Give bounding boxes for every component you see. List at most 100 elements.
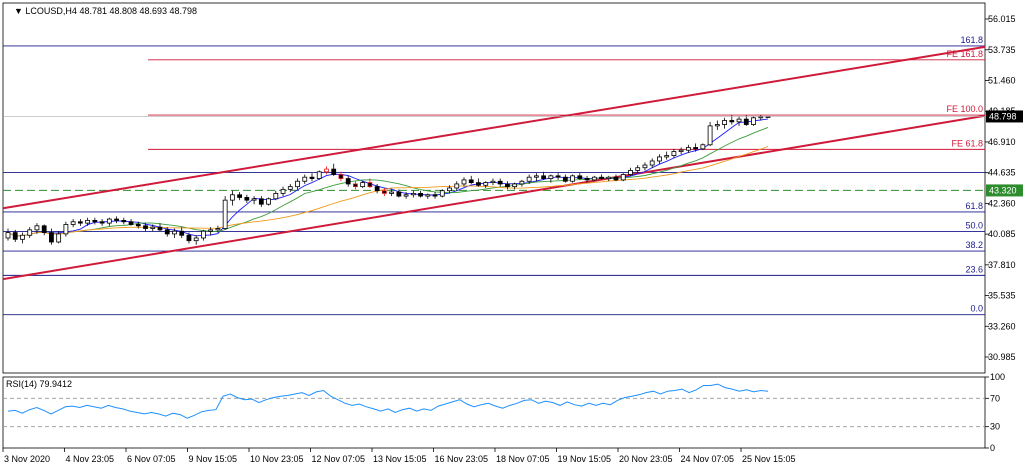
time-tick-label: 19 Nov 15:05 xyxy=(558,454,612,464)
candle-body xyxy=(150,226,156,229)
candle-body xyxy=(273,193,279,200)
candle-body xyxy=(309,176,315,179)
candle-body xyxy=(439,190,445,197)
candle-body xyxy=(758,116,764,119)
candle-body xyxy=(70,221,76,225)
candle-body xyxy=(128,221,134,225)
time-tick-label: 12 Nov 07:05 xyxy=(312,454,366,464)
candle-body xyxy=(613,176,619,181)
time-tick-label: 24 Nov 07:05 xyxy=(681,454,735,464)
rsi-panel: 100 70 30 0 xyxy=(2,372,1005,453)
candle-body xyxy=(258,198,264,205)
candle-body xyxy=(99,221,105,224)
candle-body xyxy=(447,187,452,192)
dropdown-arrow-icon[interactable]: ▼ xyxy=(14,6,25,16)
candle-body xyxy=(367,182,373,188)
candle-body xyxy=(570,175,575,182)
candle-body xyxy=(555,175,561,178)
candle-body xyxy=(186,234,192,242)
candle-body xyxy=(591,176,597,181)
time-tick-label: 20 Nov 23:05 xyxy=(619,454,673,464)
time-tick-label: 16 Nov 23:05 xyxy=(435,454,489,464)
rsi-title: RSI(14) 79.9412 xyxy=(6,379,72,389)
candle-body xyxy=(85,220,91,224)
time-tick-label: 9 Nov 15:05 xyxy=(189,454,238,464)
candle-body xyxy=(432,194,438,197)
candle-body xyxy=(208,229,214,232)
candle-body xyxy=(201,230,206,239)
candle-body xyxy=(56,233,62,243)
candle-body xyxy=(751,117,756,125)
candle-body xyxy=(222,199,228,229)
candle-body xyxy=(114,218,119,221)
candle-body xyxy=(389,191,395,194)
candle-body xyxy=(41,225,47,233)
candle-body xyxy=(353,183,358,188)
fib-level-label: 50.0 xyxy=(965,220,983,230)
candle-body xyxy=(649,160,655,166)
time-tick-label: 6 Nov 07:05 xyxy=(127,454,176,464)
candle-body xyxy=(287,186,293,190)
candle-body xyxy=(425,194,431,197)
fe-level-label: FE 61.8 xyxy=(951,138,983,148)
candle-body xyxy=(215,228,221,231)
fe-level-label: FE 161.8 xyxy=(946,49,983,59)
candle-body xyxy=(526,176,532,182)
price-tick-label: 33.260 xyxy=(988,321,1016,331)
price-tick-label: 53.735 xyxy=(988,45,1016,55)
candle-body xyxy=(700,144,706,150)
candle-body xyxy=(461,179,467,185)
channel-lower-line xyxy=(2,114,986,281)
fib-level-label: 23.6 xyxy=(965,264,983,274)
candle-body xyxy=(316,171,322,179)
candle-body xyxy=(381,190,387,194)
candle-body xyxy=(628,170,633,175)
candle-body xyxy=(106,218,112,224)
candle-body xyxy=(736,118,742,123)
time-tick-label: 25 Nov 15:05 xyxy=(742,454,796,464)
candle-body xyxy=(302,176,308,182)
candle-body xyxy=(244,197,250,201)
candle-body xyxy=(671,151,677,156)
symbol-label: LCOUSD,H4 xyxy=(25,6,77,16)
moving-average-line xyxy=(7,126,769,237)
rsi-tick-label: 100 xyxy=(990,372,1005,382)
candle-body xyxy=(490,180,496,183)
candle-body xyxy=(237,194,243,198)
candle-body xyxy=(229,194,235,201)
candle-body xyxy=(533,175,539,178)
current-price-badge-text: 48.798 xyxy=(989,111,1017,121)
time-tick-label: 3 Nov 2020 xyxy=(4,454,50,464)
candle-body xyxy=(476,182,481,186)
rsi-frame xyxy=(2,376,986,449)
dashed-level-badge xyxy=(986,184,1023,197)
candle-body xyxy=(707,125,713,146)
candle-body xyxy=(360,182,366,188)
fib-level-label: 0.0 xyxy=(970,304,983,314)
price-header: ▼ LCOUSD,H4 48.781 48.808 48.693 48.798 xyxy=(14,6,197,16)
candle-body xyxy=(664,155,670,158)
candle-body xyxy=(693,147,699,150)
candle-body xyxy=(620,174,626,181)
price-tick-label: 44.635 xyxy=(988,168,1016,178)
candle-body xyxy=(396,191,402,197)
candle-body xyxy=(562,176,568,182)
candle-body xyxy=(548,175,554,179)
candle-body xyxy=(157,226,163,231)
rsi-line xyxy=(7,383,769,419)
candle-body xyxy=(324,168,329,173)
candle-body xyxy=(512,183,518,188)
rsi-tick-label: 70 xyxy=(990,393,1000,403)
time-tick-label: 13 Nov 15:05 xyxy=(373,454,427,464)
candle-body xyxy=(193,237,199,242)
candle-body xyxy=(729,120,735,123)
candle-body xyxy=(251,198,257,201)
candle-body xyxy=(27,229,33,236)
dashed-level-badge-text: 43.320 xyxy=(989,185,1017,195)
candle-body xyxy=(497,180,503,185)
candle-body xyxy=(410,193,416,196)
candle-body xyxy=(418,193,423,197)
candle-body xyxy=(685,147,691,151)
candle-body xyxy=(63,224,69,235)
